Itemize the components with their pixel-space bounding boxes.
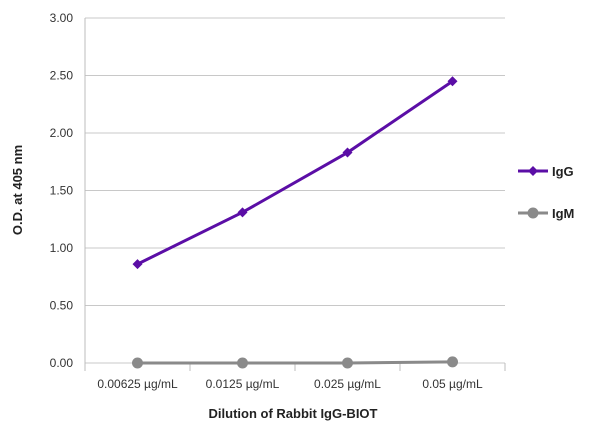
legend-marker-igm [527, 207, 539, 219]
x-tick-label: 0.05 µg/mL [422, 377, 483, 391]
x-axis: 0.00625 µg/mL 0.0125 µg/mL 0.025 µg/mL 0.05… [84, 363, 506, 391]
plot-series [132, 76, 458, 369]
x-tick-label: 0.00625 µg/mL [97, 377, 178, 391]
x-tick-label: 0.0125 µg/mL [206, 377, 280, 391]
x-tick-label: 0.025 µg/mL [314, 377, 381, 391]
legend-label-igg: IgG [552, 164, 574, 179]
data-point-igm [132, 357, 143, 369]
grid-lines [85, 17, 505, 364]
series-line-igm [137, 360, 453, 365]
y-axis: 0.00 0.50 1.00 1.50 2.00 2.50 3.00 [50, 11, 86, 370]
y-tick-label: 1.50 [50, 184, 74, 198]
data-point-igg [237, 207, 248, 218]
y-tick-label: 0.00 [50, 356, 74, 370]
series-line-igg [136, 80, 454, 266]
legend: IgG IgM [518, 164, 574, 221]
y-tick-label: 3.00 [50, 11, 74, 25]
y-tick-label: 2.00 [50, 126, 74, 140]
y-tick-label: 2.50 [50, 69, 74, 83]
data-point-igm [342, 357, 353, 369]
data-point-igg [342, 147, 353, 158]
y-tick-label: 0.50 [50, 299, 74, 313]
y-tick-label: 1.00 [50, 241, 74, 255]
data-point-igm [447, 356, 458, 368]
y-axis-title: O.D. at 405 nm [10, 145, 25, 235]
legend-label-igm: IgM [552, 206, 574, 221]
data-point-igg [132, 259, 143, 270]
x-axis-title: Dilution of Rabbit IgG-BIOT [209, 406, 378, 421]
legend-marker-igg [528, 166, 538, 176]
data-point-igm [237, 357, 248, 369]
data-point-igg [447, 76, 458, 87]
